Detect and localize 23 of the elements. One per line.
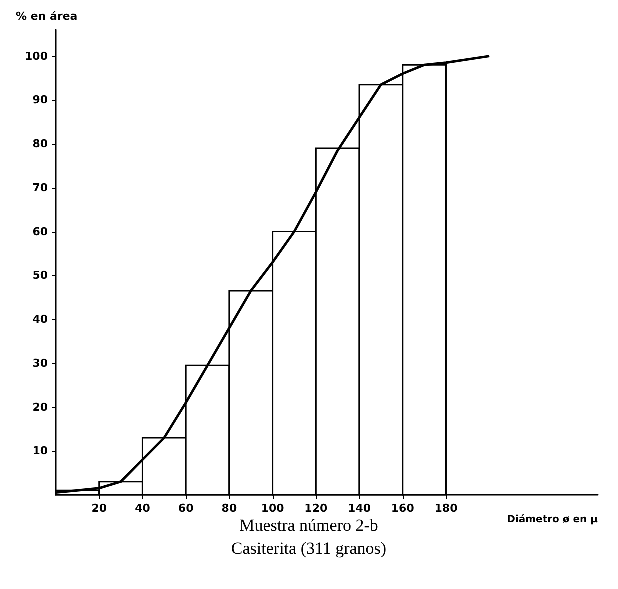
x-tick-label: 160 <box>391 502 415 515</box>
text: Casiterita (311 granos) <box>231 539 387 558</box>
text: Muestra número 2-b <box>240 516 378 535</box>
y-tick-label: 70 <box>32 181 48 194</box>
y-tick-label: 40 <box>32 313 48 326</box>
x-tick-label: 180 <box>434 502 458 515</box>
y-tick-label: 50 <box>32 269 48 282</box>
x-tick-label: 120 <box>304 502 328 515</box>
x-tick-label: 140 <box>348 502 372 515</box>
y-tick-label: 30 <box>32 356 48 370</box>
y-tick-label: 80 <box>32 138 48 151</box>
x-axis-title: Diámetro ø en μ <box>507 514 599 526</box>
y-tick-label: 10 <box>32 444 48 458</box>
y-tick-label: 20 <box>32 400 48 414</box>
y-tick-label: 60 <box>32 225 48 238</box>
y-tick-label: 90 <box>32 94 48 107</box>
y-axis-title: % en área <box>16 10 78 23</box>
x-tick-label: 40 <box>135 502 151 515</box>
x-tick-label: 80 <box>222 502 238 515</box>
x-tick-label: 60 <box>178 502 194 515</box>
y-tick-label: 100 <box>25 50 48 63</box>
x-tick-label: 100 <box>261 502 285 515</box>
x-tick-label: 20 <box>92 502 108 515</box>
